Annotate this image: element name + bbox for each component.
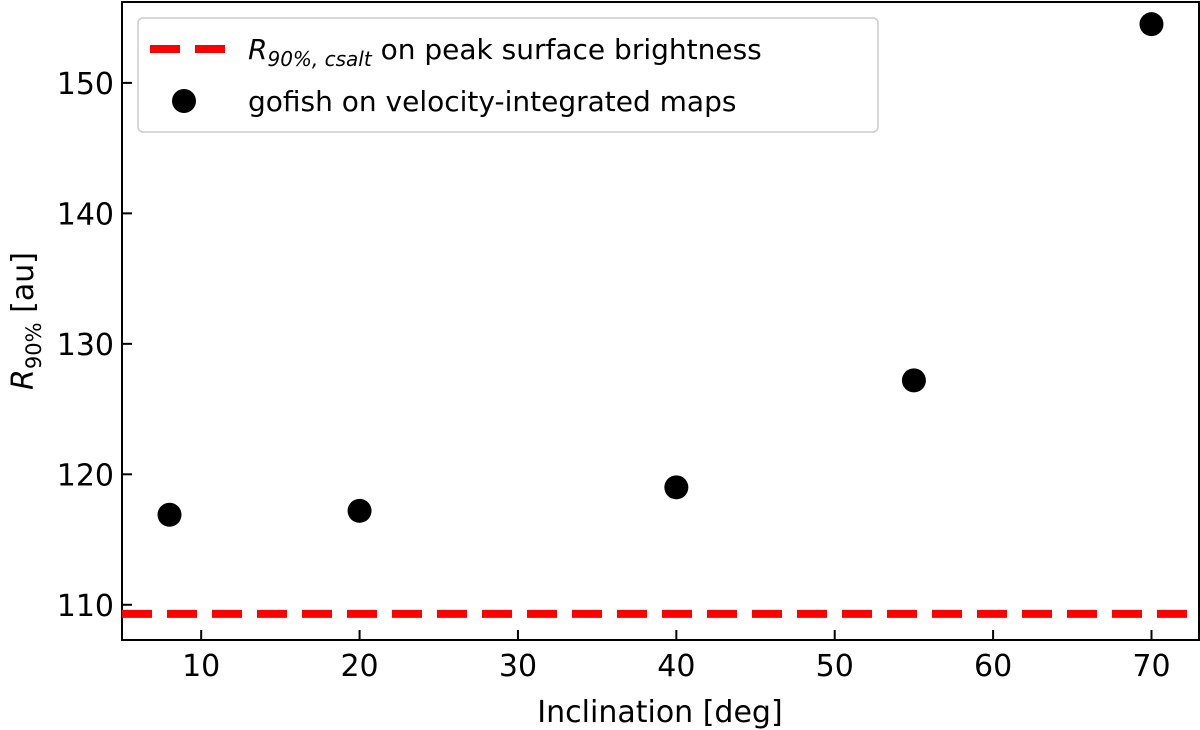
y-tick-label: 130 <box>57 328 114 363</box>
legend: R90%, csalt on peak surface brightness g… <box>137 17 879 133</box>
legend-box <box>137 17 879 133</box>
y-axis-label-unit: [au] <box>6 252 41 313</box>
x-tick-label: 30 <box>499 649 537 684</box>
data-point <box>347 498 372 523</box>
plot-area-frame <box>121 1 1200 641</box>
y-tick-label: 120 <box>57 458 114 493</box>
y-axis-label-main: R <box>6 369 41 390</box>
data-point <box>157 502 182 527</box>
legend-label-csalt: R90%, csalt on peak surface brightness <box>248 33 762 71</box>
svg-text:R90% [au]: R90% [au] <box>6 252 46 390</box>
x-tick-label: 50 <box>816 649 854 684</box>
y-axis-label-sub: 90% <box>22 322 46 369</box>
legend-marker-gofish <box>172 89 196 113</box>
data-point <box>664 475 689 500</box>
x-tick-label: 10 <box>182 649 220 684</box>
x-tick-label: 70 <box>1132 649 1170 684</box>
x-tick-label: 20 <box>340 649 378 684</box>
legend-label-gofish: gofish on velocity-integrated maps <box>248 85 736 118</box>
data-point <box>901 368 926 393</box>
y-tick-label: 110 <box>57 589 114 624</box>
y-tick-label: 140 <box>57 197 114 232</box>
x-axis-ticks: 10 20 30 40 50 60 70 <box>182 630 1171 684</box>
y-axis-label: R90% [au] <box>6 252 46 390</box>
data-point <box>1139 12 1164 37</box>
x-axis-label: Inclination [deg] <box>537 695 782 730</box>
scatter-points <box>157 12 1164 527</box>
y-tick-label: 150 <box>57 67 114 102</box>
x-tick-label: 40 <box>657 649 695 684</box>
y-axis-ticks: 110 120 130 140 150 <box>57 67 132 624</box>
x-tick-label: 60 <box>974 649 1012 684</box>
